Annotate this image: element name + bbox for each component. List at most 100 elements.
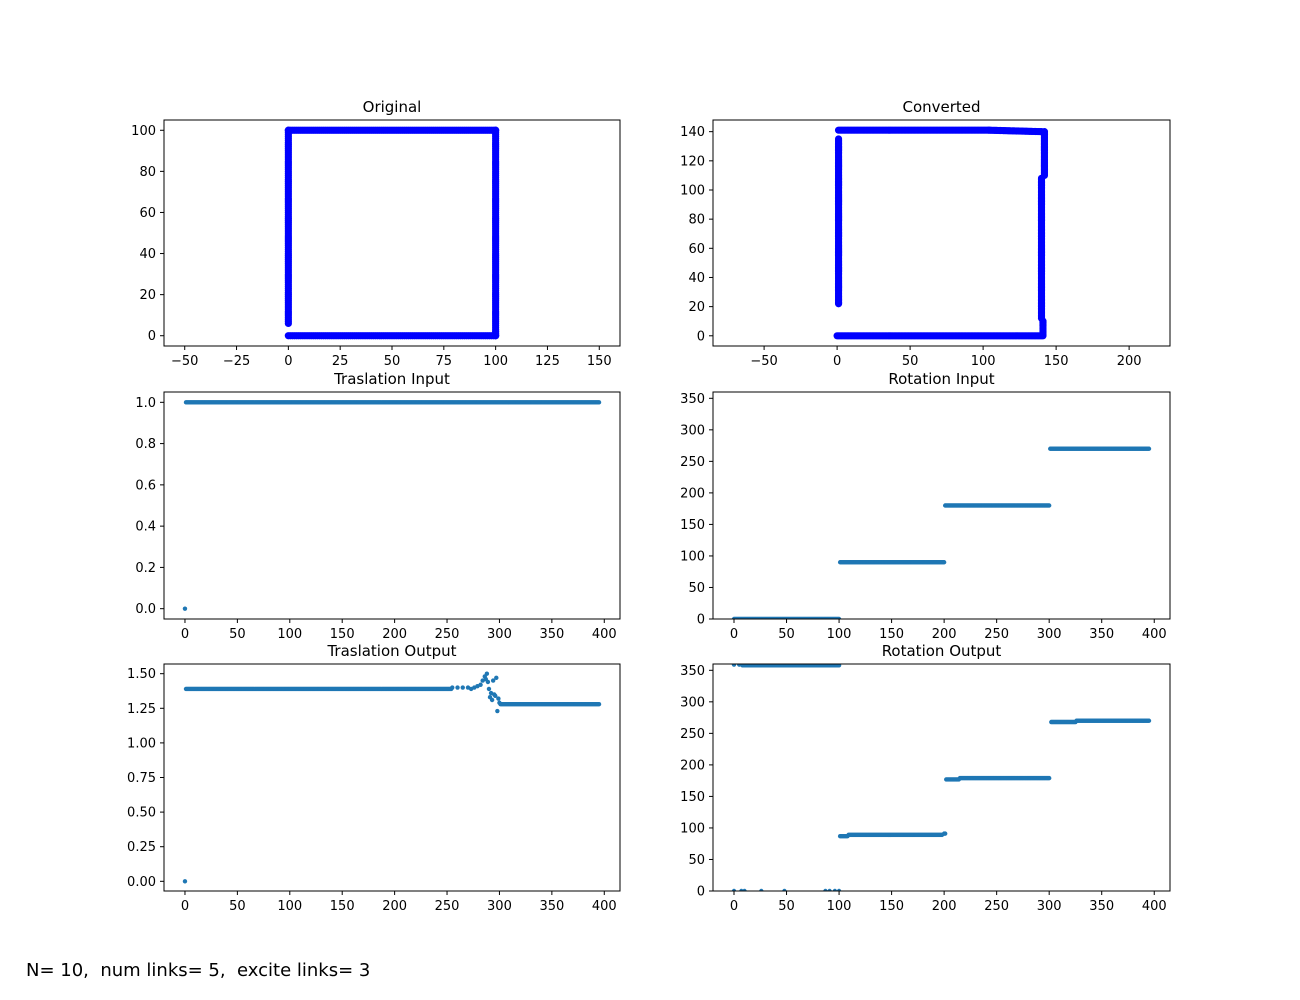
x-tick-label: 150 <box>879 627 904 642</box>
x-tick-label: −25 <box>223 354 250 369</box>
data-point <box>490 678 496 683</box>
data-point <box>596 701 602 707</box>
y-tick-label: 300 <box>680 695 705 710</box>
x-tick-label: 300 <box>1037 899 1062 914</box>
axes-frame <box>163 663 621 892</box>
x-tick-label: 50 <box>778 899 795 914</box>
y-tick-label: 0.4 <box>135 520 156 535</box>
subplot-3: Traslation Input 0 50 100 150 200 250 300 350 400… <box>135 370 621 642</box>
x-tick-label: 100 <box>483 354 508 369</box>
y-tick-label: 0 <box>697 885 705 900</box>
axes-frame <box>163 391 621 620</box>
data-point <box>759 888 764 891</box>
x-tick-label: 50 <box>229 899 246 914</box>
x-tick-label: 25 <box>332 354 349 369</box>
data-point <box>284 332 292 340</box>
y-tick-label: 300 <box>680 423 705 438</box>
subplot-title: Rotation Input <box>888 370 994 388</box>
y-tick-label: 40 <box>139 247 156 262</box>
y-tick-label: 350 <box>680 664 705 679</box>
y-tick-label: 80 <box>139 165 156 180</box>
subplot-title: Traslation Output <box>326 642 456 660</box>
data-point <box>460 685 465 690</box>
x-tick-label: 350 <box>1089 899 1114 914</box>
y-tick-label: 0 <box>697 329 705 344</box>
x-tick-label: 0 <box>181 899 189 914</box>
y-tick-label: 20 <box>139 288 156 303</box>
y-tick-label: 100 <box>680 821 705 836</box>
data-point <box>836 664 842 668</box>
x-tick-label: 250 <box>435 627 460 642</box>
data-point <box>495 708 500 714</box>
x-tick-label: 0 <box>181 627 189 642</box>
y-tick-label: 0.25 <box>127 840 156 855</box>
data-point <box>496 696 501 701</box>
x-tick-label: 0 <box>284 354 292 369</box>
data-layer <box>182 400 602 611</box>
y-tick-label: 80 <box>688 213 705 228</box>
data-point <box>485 679 491 685</box>
axes-frame <box>163 119 621 347</box>
x-tick-label: 0 <box>730 899 738 914</box>
y-tick-label: 100 <box>680 183 705 198</box>
data-point <box>942 831 948 836</box>
x-tick-label: 400 <box>1142 899 1167 914</box>
x-tick-label: 125 <box>535 354 560 369</box>
x-tick-label: 250 <box>984 627 1009 642</box>
x-tick-label: 200 <box>1117 354 1142 369</box>
x-tick-label: 300 <box>487 899 512 914</box>
data-point <box>494 675 499 681</box>
x-tick-label: 350 <box>1089 627 1114 642</box>
data-point <box>836 888 842 891</box>
y-tick-label: 150 <box>680 790 705 805</box>
x-tick-label: 250 <box>435 899 460 914</box>
y-tick-label: 0.0 <box>135 602 156 617</box>
x-tick-label: 150 <box>879 899 904 914</box>
x-tick-label: 350 <box>539 899 564 914</box>
data-point <box>486 686 492 692</box>
axes-frame <box>712 663 1171 892</box>
data-point <box>827 888 832 891</box>
data-point <box>1046 775 1052 781</box>
x-tick-label: 50 <box>384 354 401 369</box>
subplot-title: Traslation Input <box>333 370 450 388</box>
data-point <box>182 879 188 884</box>
subplot-2: Converted −50 0 50 100 150 200 0 20 40 60 80 100 120 1… <box>680 98 1171 369</box>
x-tick-label: −50 <box>750 354 777 369</box>
data-point <box>731 888 737 891</box>
subplot-title: Original <box>363 98 422 116</box>
subplot-4: Rotation Input 0 50 100 150 200 250 300 350 400 0 5… <box>680 370 1171 642</box>
data-point <box>832 888 838 891</box>
y-tick-label: 0.2 <box>135 561 156 576</box>
y-tick-label: 200 <box>680 758 705 773</box>
y-tick-label: 1.00 <box>127 736 156 751</box>
subplot-6: Rotation Output 0 50 100 150 200 250 300 350 400 0… <box>680 642 1171 914</box>
data-point <box>484 671 490 676</box>
y-tick-label: 120 <box>680 154 705 169</box>
data-point <box>834 300 843 308</box>
x-tick-label: 100 <box>971 354 996 369</box>
y-tick-label: 0.00 <box>127 875 156 890</box>
data-point <box>1146 446 1152 451</box>
subplot-5: Traslation Output 0 50 100 150 200 250 300 350 40… <box>127 642 621 914</box>
data-point <box>493 693 498 699</box>
x-tick-label: 0 <box>730 627 738 642</box>
axes-frame <box>712 391 1171 620</box>
x-tick-label: 300 <box>487 627 512 642</box>
data-layer <box>731 446 1152 619</box>
data-point <box>731 664 737 667</box>
x-tick-label: 0 <box>833 354 841 369</box>
y-tick-label: 0 <box>697 613 705 628</box>
x-tick-label: 100 <box>827 627 852 642</box>
data-point <box>941 560 947 565</box>
x-tick-label: 400 <box>592 899 617 914</box>
data-layer <box>833 126 1049 340</box>
y-tick-label: 350 <box>680 392 705 407</box>
y-tick-label: 60 <box>139 206 156 221</box>
y-tick-label: 1.0 <box>135 396 156 411</box>
subplot-title: Rotation Output <box>882 642 1002 660</box>
y-tick-label: 1.25 <box>127 702 156 717</box>
y-tick-label: 150 <box>680 518 705 533</box>
x-tick-label: 50 <box>902 354 919 369</box>
